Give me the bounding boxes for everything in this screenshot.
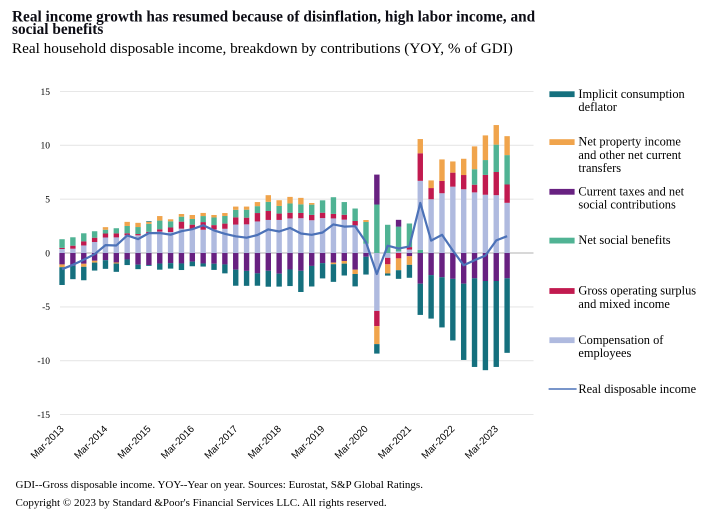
- svg-text:Mar-2023: Mar-2023: [463, 423, 501, 461]
- svg-text:Mar-2014: Mar-2014: [72, 423, 110, 461]
- svg-text:employees: employees: [578, 346, 631, 360]
- svg-text:Copyright © 2023 by Standard &: Copyright © 2023 by Standard &Poor's Fin…: [16, 497, 387, 509]
- svg-text:Mar-2022: Mar-2022: [420, 424, 458, 462]
- svg-text:and other net current: and other net current: [578, 148, 681, 162]
- svg-text:Real household disposable inco: Real household disposable income, breakd…: [12, 40, 513, 57]
- svg-text:GDI--Gross disposable income.: GDI--Gross disposable income. YOY--Year …: [16, 479, 424, 491]
- svg-text:Gross operating surplus: Gross operating surplus: [578, 284, 696, 298]
- svg-text:10: 10: [41, 142, 51, 152]
- svg-text:deflator: deflator: [578, 100, 617, 114]
- svg-text:Mar-2018: Mar-2018: [246, 423, 284, 461]
- svg-text:Current taxes and net: Current taxes and net: [578, 184, 684, 198]
- svg-text:Net property income: Net property income: [578, 135, 681, 149]
- svg-text:social benefits: social benefits: [12, 21, 103, 38]
- svg-text:Mar-2020: Mar-2020: [333, 423, 371, 461]
- svg-text:Mar-2021: Mar-2021: [376, 423, 414, 461]
- svg-text:Net social benefits: Net social benefits: [578, 233, 670, 247]
- svg-text:Implicit consumption: Implicit consumption: [578, 87, 684, 101]
- svg-text:and mixed income: and mixed income: [578, 297, 670, 311]
- svg-text:5: 5: [45, 196, 50, 206]
- svg-text:-10: -10: [37, 357, 50, 367]
- svg-text:Mar-2019: Mar-2019: [290, 423, 328, 461]
- svg-text:0: 0: [45, 249, 50, 259]
- svg-text:Mar-2017: Mar-2017: [203, 424, 241, 462]
- svg-text:-5: -5: [42, 303, 50, 313]
- svg-text:Mar-2013: Mar-2013: [29, 423, 67, 461]
- svg-text:15: 15: [41, 88, 51, 98]
- svg-text:Mar-2015: Mar-2015: [116, 423, 154, 461]
- svg-text:social contributions: social contributions: [578, 198, 676, 212]
- svg-text:Real income growth has resumed: Real income growth has resumed because o…: [12, 8, 536, 25]
- svg-text:transfers: transfers: [578, 161, 621, 175]
- svg-text:Compensation of: Compensation of: [578, 333, 664, 347]
- svg-text:Real disposable income: Real disposable income: [578, 382, 696, 396]
- svg-text:-15: -15: [37, 411, 50, 421]
- svg-text:Mar-2016: Mar-2016: [159, 423, 197, 461]
